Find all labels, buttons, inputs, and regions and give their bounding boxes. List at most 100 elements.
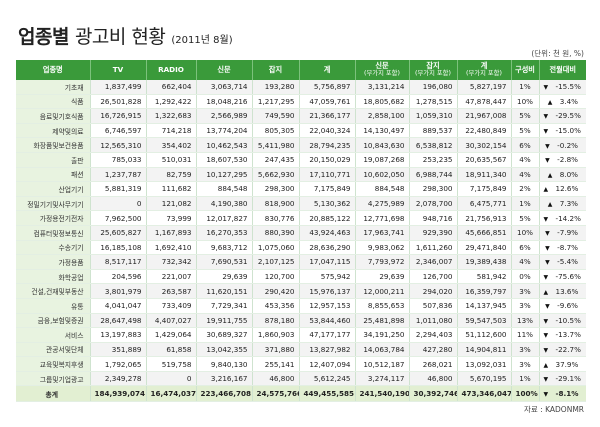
value-cell: 6,988,744 <box>409 167 458 183</box>
value-cell: 10,127,295 <box>196 167 253 183</box>
value-cell: 880,390 <box>252 225 300 241</box>
mom-change-cell: ▲ 8.0% <box>539 167 586 183</box>
value-cell: 7,962,500 <box>90 210 147 226</box>
value-cell: 1,278,515 <box>409 94 458 110</box>
table-row: 서비스 13,197,883 1,429,064 30,689,327 1,860,90… <box>16 327 586 343</box>
table-row: 화학공업 204,596 221,007 29,639 120,700 575,942 29… <box>16 269 586 285</box>
value-cell: 21,366,177 <box>299 108 356 124</box>
value-cell: 13,774,204 <box>196 123 253 139</box>
value-cell: 3,216,167 <box>196 371 253 387</box>
value-cell: 2,078,700 <box>409 196 458 212</box>
trend-arrow-icon: ▼ <box>545 157 550 165</box>
mom-change-value: -2.8% <box>557 155 578 165</box>
value-cell: 47,878,447 <box>457 94 512 110</box>
mom-change-value: -10.5% <box>555 315 581 325</box>
value-cell: 100% <box>511 385 540 403</box>
value-cell: 16,474,037 <box>146 385 197 403</box>
category-cell: 관공서및단체 <box>16 342 91 358</box>
column-header-label: RADIO <box>158 65 184 74</box>
value-cell: 4% <box>511 254 540 270</box>
mom-change-cell: ▲ 7.3% <box>539 196 586 212</box>
value-cell: 1,217,295 <box>252 94 300 110</box>
value-cell: 5,130,362 <box>299 196 356 212</box>
value-cell: 9,840,130 <box>196 356 253 372</box>
value-cell: 18,607,530 <box>196 152 253 168</box>
value-cell: 3,801,979 <box>90 283 147 299</box>
column-header-label: 계 <box>323 65 331 74</box>
value-cell: 1,059,310 <box>409 108 458 124</box>
column-header-label: 신문 <box>375 61 389 70</box>
value-cell: 10% <box>511 225 540 241</box>
value-cell: 2% <box>511 181 540 197</box>
column-header-label: 잡지 <box>268 65 283 74</box>
value-cell: 3% <box>511 283 540 299</box>
source-note: 자료 : KADONMR <box>524 405 584 414</box>
value-cell: 20,885,122 <box>299 210 356 226</box>
mom-change-value: -9.6% <box>557 301 578 311</box>
value-cell: 10,843,630 <box>355 137 410 153</box>
trend-arrow-icon: ▼ <box>543 274 549 282</box>
value-cell: 3,131,214 <box>355 80 410 95</box>
value-cell: 196,080 <box>409 80 458 95</box>
value-cell: 889,537 <box>409 123 458 139</box>
value-cell: 5,411,980 <box>252 137 300 153</box>
value-cell: 11,620,151 <box>196 283 253 299</box>
value-cell: 26,501,828 <box>90 94 147 110</box>
value-cell: 18,911,340 <box>457 167 512 183</box>
unit-note: (단위: 천 원, %) <box>531 49 584 58</box>
value-cell: 10,462,543 <box>196 137 253 153</box>
mom-change-cell: ▲ 37.9% <box>539 356 586 372</box>
mom-change-value: 8.0% <box>559 169 578 179</box>
value-cell: 61,858 <box>146 342 197 358</box>
value-cell: 53,844,460 <box>299 313 356 329</box>
value-cell: 453,356 <box>252 298 300 314</box>
mom-change-cell: ▼ -29.5% <box>539 108 586 124</box>
trend-arrow-icon: ▼ <box>543 84 549 92</box>
table-row: 그룹및기업광고 2,349,278 0 3,216,167 46,800 5,612,24… <box>16 371 586 387</box>
value-cell: 1% <box>511 371 540 387</box>
category-cell: 건설,건재및부동산 <box>16 283 91 299</box>
total-row: 총계 184,939,074 16,474,037 223,466,708 24,575… <box>16 385 586 403</box>
value-cell: 12,565,310 <box>90 137 147 153</box>
value-cell: 5% <box>511 210 540 226</box>
value-cell: 22,480,849 <box>457 123 512 139</box>
value-cell: 884,548 <box>355 181 410 197</box>
value-cell: 46,800 <box>252 371 300 387</box>
value-cell: 29,639 <box>196 269 253 285</box>
value-cell: 4,275,989 <box>355 196 410 212</box>
value-cell: 294,020 <box>409 283 458 299</box>
value-cell: 298,300 <box>252 181 300 197</box>
trend-arrow-icon: ▼ <box>545 230 550 238</box>
value-cell: 29,639 <box>355 269 410 285</box>
value-cell: 6,746,597 <box>90 123 147 139</box>
value-cell: 30,689,327 <box>196 327 253 343</box>
value-cell: 223,466,708 <box>196 385 253 403</box>
value-cell: 5,827,197 <box>457 80 512 95</box>
value-cell: 5,756,897 <box>299 80 356 95</box>
value-cell: 12,771,698 <box>355 210 410 226</box>
mom-change-value: -7.9% <box>557 228 578 238</box>
value-cell: 929,390 <box>409 225 458 241</box>
category-cell: 컴퓨터및정보통신 <box>16 225 91 241</box>
value-cell: 6% <box>511 240 540 256</box>
trend-arrow-icon: ▼ <box>543 317 549 325</box>
value-cell: 16,726,915 <box>90 108 147 124</box>
category-cell: 제약및의료 <box>16 123 91 139</box>
table-row: 식품 26,501,828 1,292,422 18,048,216 1,217,295… <box>16 94 586 110</box>
mom-change-cell: ▼ -75.6% <box>539 269 586 285</box>
value-cell: 519,758 <box>146 356 197 372</box>
mom-change-value: 12.6% <box>555 184 579 194</box>
value-cell: 11% <box>511 327 540 343</box>
value-cell: 14,063,784 <box>355 342 410 358</box>
mom-change-value: -0.2% <box>557 140 578 150</box>
trend-arrow-icon: ▲ <box>543 186 549 194</box>
column-header: 구성비 <box>511 60 540 80</box>
mom-change-value: -15.5% <box>555 82 581 92</box>
category-cell: 가정용품 <box>16 254 91 270</box>
trend-arrow-icon: ▲ <box>543 288 549 296</box>
value-cell: 30,302,154 <box>457 137 512 153</box>
column-header: TV <box>90 60 147 80</box>
value-cell: 47,177,177 <box>299 327 356 343</box>
value-cell: 47,059,761 <box>299 94 356 110</box>
value-cell: 18,805,682 <box>355 94 410 110</box>
